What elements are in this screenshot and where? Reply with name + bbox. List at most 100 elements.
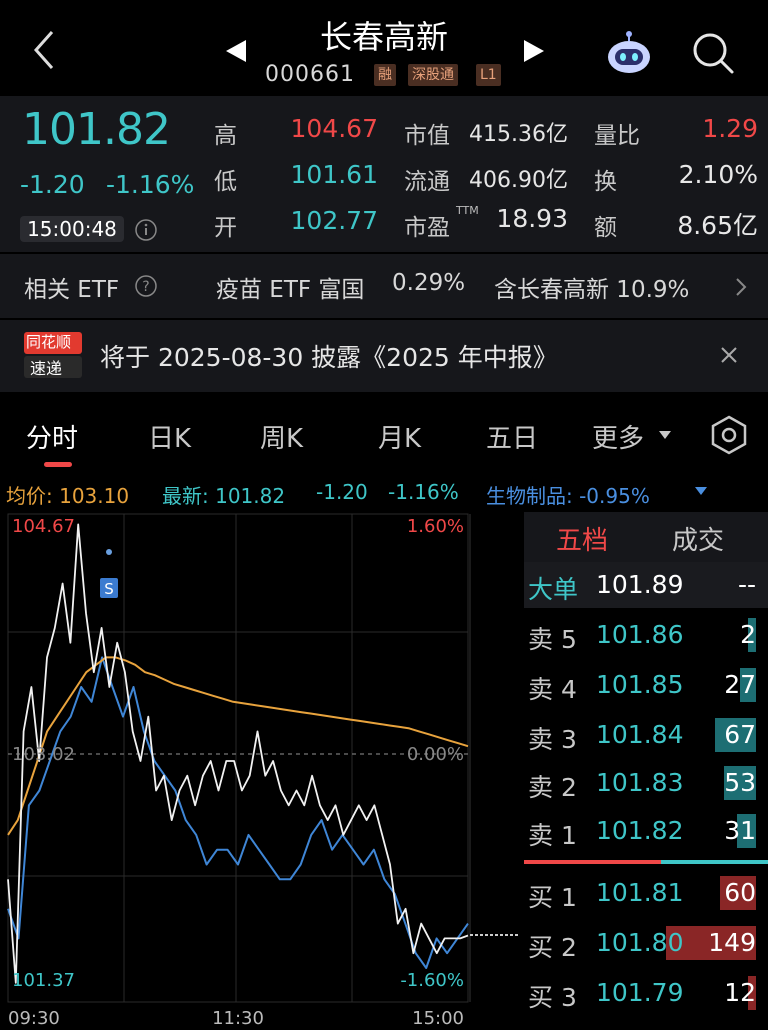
search-icon[interactable] xyxy=(690,30,736,76)
float-label: 流通 xyxy=(404,169,450,195)
level-label: 卖 1 xyxy=(528,821,577,850)
etf-pct: 0.29% xyxy=(392,270,466,296)
prev-stock-icon[interactable] xyxy=(222,36,250,66)
level-price: 101.80 xyxy=(596,928,684,957)
level-label: 买 2 xyxy=(528,933,577,962)
tab-trades[interactable]: 成交 xyxy=(672,526,725,556)
etf-name[interactable]: 疫苗 ETF 富国 xyxy=(216,277,365,303)
vol-ratio-value: 1.29 xyxy=(702,114,758,143)
signal-marker-box[interactable] xyxy=(100,578,118,598)
price-change: -1.20 xyxy=(20,170,85,199)
level-volume: 27 xyxy=(724,670,756,699)
plot-frame xyxy=(7,513,469,1003)
pct-label-zero: 0.00% xyxy=(407,744,464,765)
vol-ratio-label: 量比 xyxy=(594,123,640,149)
volume-bar xyxy=(720,876,756,910)
bid-level-2[interactable]: 买 2 101.80 149 xyxy=(524,920,768,966)
tab-intraday[interactable]: 分时 xyxy=(26,424,79,454)
low-value: 101.61 xyxy=(290,160,378,189)
price-line xyxy=(7,523,469,984)
turnover-value: 2.10% xyxy=(678,160,758,189)
ask-level-4[interactable]: 卖 4 101.85 27 xyxy=(524,662,768,708)
legend-sector[interactable]: 生物制品: -0.95% xyxy=(486,484,650,508)
signal-marker-dot xyxy=(106,549,112,555)
news-logo-icon xyxy=(24,332,82,378)
ask-level-1[interactable]: 卖 1 101.82 31 xyxy=(524,808,768,854)
notice-bar[interactable] xyxy=(0,320,768,392)
big-order-price: 101.89 xyxy=(596,570,684,599)
etf-label: 相关 ETF xyxy=(24,277,120,303)
open-value: 102.77 xyxy=(290,206,378,235)
quote-time: 15:00:48 xyxy=(20,216,124,242)
big-order-volume: -- xyxy=(737,570,756,599)
legend-change: -1.20 xyxy=(316,480,368,504)
float-value: 406.90亿 xyxy=(469,168,568,193)
tab-five-day[interactable]: 五日 xyxy=(486,424,539,454)
tab-weekly-k[interactable]: 周K xyxy=(260,424,304,454)
level-price: 101.81 xyxy=(596,878,684,907)
active-tab-indicator xyxy=(44,462,72,467)
level-label: 买 3 xyxy=(528,983,577,1012)
sector-line xyxy=(7,656,469,969)
level-volume: 67 xyxy=(724,720,756,749)
high-value: 104.67 xyxy=(290,114,378,143)
volume-bar xyxy=(748,976,756,1010)
y-label-prev-close: 103.02 xyxy=(12,744,75,765)
tab-more[interactable]: 更多 xyxy=(592,424,645,454)
settings-icon[interactable] xyxy=(708,414,750,456)
price-change-pct: -1.16% xyxy=(106,170,195,199)
chart-grid xyxy=(7,513,520,1003)
pe-value: 18.93 xyxy=(496,204,568,233)
legend-avg-price: 均价: 103.10 xyxy=(6,484,130,508)
chart-tabs xyxy=(0,400,768,472)
ask-level-2[interactable]: 卖 2 101.83 53 xyxy=(524,760,768,806)
bid-level-1[interactable]: 买 1 101.81 60 xyxy=(524,870,768,916)
volume-bar xyxy=(748,618,756,652)
pct-label-high: 1.60% xyxy=(407,516,464,537)
sector-dropdown-icon[interactable] xyxy=(694,486,708,496)
volume-bar xyxy=(740,668,756,702)
intraday-chart[interactable]: 104.67 1.60% 103.02 0.00% 101.37 -1.60% … xyxy=(0,506,522,1030)
amount-value: 8.65亿 xyxy=(677,211,758,240)
help-icon[interactable]: ? xyxy=(134,274,158,298)
level-volume: 12 xyxy=(724,978,756,1007)
last-price: 101.82 xyxy=(22,104,171,155)
notice-text[interactable]: 将于 2025-08-30 披露《2025 年中报》 xyxy=(100,343,558,372)
news-logo-top: 同花顺 xyxy=(26,333,72,351)
low-label: 低 xyxy=(214,169,237,195)
bid-level-3[interactable]: 买 3 101.79 12 xyxy=(524,970,768,1016)
quote-panel xyxy=(0,96,768,252)
avg-price-line xyxy=(7,656,469,836)
pe-label: 市盈 xyxy=(404,215,450,241)
next-stock-icon[interactable] xyxy=(520,36,548,66)
tab-daily-k[interactable]: 日K xyxy=(148,424,192,454)
etf-holding: 含长春高新 10.9% xyxy=(494,277,690,303)
pe-ttm-tag: TTM xyxy=(456,204,479,217)
level-label: 卖 3 xyxy=(528,725,577,754)
back-arrow-icon[interactable] xyxy=(24,26,64,74)
x-tick-mid: 11:30 xyxy=(212,1008,264,1029)
signal-marker-label: S xyxy=(104,580,114,598)
info-icon[interactable] xyxy=(134,218,158,242)
close-icon[interactable] xyxy=(716,342,742,368)
tag-level: L1 xyxy=(476,64,501,86)
volume-bar xyxy=(724,766,756,800)
mcap-label: 市值 xyxy=(404,123,450,149)
level-price: 101.84 xyxy=(596,720,684,749)
tab-five-levels[interactable]: 五档 xyxy=(556,526,609,556)
tag-margin: 融 xyxy=(374,64,396,86)
related-etf-row[interactable] xyxy=(0,254,768,318)
level-price: 101.83 xyxy=(596,768,684,797)
tag-connect: 深股通 xyxy=(408,64,458,86)
stock-code: 000661 xyxy=(265,62,355,87)
big-order-label: 大单 xyxy=(528,575,579,604)
robot-assistant-icon[interactable] xyxy=(604,28,654,78)
ask-level-5[interactable]: 卖 5 101.86 2 xyxy=(524,612,768,658)
level-volume: 53 xyxy=(724,768,756,797)
chevron-right-icon[interactable] xyxy=(734,276,748,298)
ask-level-3[interactable]: 卖 3 101.84 67 xyxy=(524,712,768,758)
pct-label-low: -1.60% xyxy=(400,970,464,991)
caret-down-icon xyxy=(659,431,671,439)
level-price: 101.82 xyxy=(596,816,684,845)
tab-monthly-k[interactable]: 月K xyxy=(378,424,422,454)
